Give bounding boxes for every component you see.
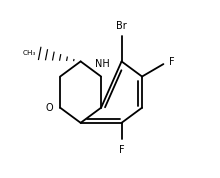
Text: Br: Br [116, 21, 127, 31]
Text: O: O [45, 103, 53, 113]
Text: F: F [119, 145, 124, 155]
Text: NH: NH [95, 59, 109, 69]
Text: CH₃: CH₃ [23, 50, 37, 56]
Text: F: F [169, 57, 175, 67]
